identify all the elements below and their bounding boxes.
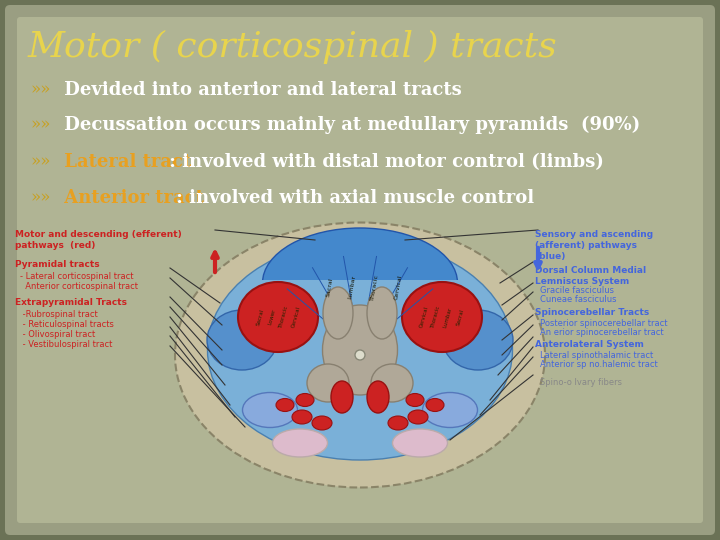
Text: »»: »» (30, 153, 50, 171)
Text: Spinocerebellar Tracts: Spinocerebellar Tracts (535, 308, 649, 317)
Text: Cervical: Cervical (291, 306, 301, 328)
Text: Thoracic: Thoracic (431, 305, 441, 329)
Text: Lumbar: Lumbar (348, 275, 356, 299)
Text: Pyramidal tracts: Pyramidal tracts (15, 260, 99, 269)
Text: Sacral: Sacral (455, 308, 464, 326)
Ellipse shape (443, 310, 513, 370)
Ellipse shape (263, 228, 457, 338)
Text: - Olivospiral tract: - Olivospiral tract (20, 330, 95, 339)
Text: Gracile fasciculus: Gracile fasciculus (540, 286, 614, 295)
Text: Devided into anterior and lateral tracts: Devided into anterior and lateral tracts (58, 81, 462, 99)
Text: Lateral spinothalamic tract: Lateral spinothalamic tract (540, 351, 653, 360)
Text: Cervical: Cervical (419, 306, 429, 328)
Text: Posterior spinocerebellar tract: Posterior spinocerebellar tract (540, 319, 667, 328)
Ellipse shape (408, 410, 428, 424)
Text: An erior spinocerebellar tract: An erior spinocerebellar tract (540, 328, 664, 337)
Text: : involved with distal motor control (limbs): : involved with distal motor control (li… (163, 153, 604, 171)
Text: »»: »» (30, 190, 50, 206)
Ellipse shape (238, 282, 318, 352)
Text: Sacral: Sacral (256, 308, 265, 326)
Ellipse shape (307, 364, 349, 402)
Text: Cuneae fasciculus: Cuneae fasciculus (540, 295, 616, 304)
Ellipse shape (367, 381, 389, 413)
Ellipse shape (426, 399, 444, 411)
Text: Decussation occurs mainly at medullary pyramids  (90%): Decussation occurs mainly at medullary p… (58, 116, 640, 134)
Text: Anterolateral System: Anterolateral System (535, 340, 644, 349)
Text: Sensory and ascending
(afferent) pathways
(blue): Sensory and ascending (afferent) pathway… (535, 230, 653, 261)
Ellipse shape (175, 222, 545, 488)
Ellipse shape (296, 394, 314, 407)
Text: Dorsal Column Medial
Lemniscus System: Dorsal Column Medial Lemniscus System (535, 266, 646, 286)
Text: Sacral: Sacral (326, 277, 334, 297)
Text: Anterior corticospinal tract: Anterior corticospinal tract (20, 282, 138, 291)
Text: - Vestibulospiral tract: - Vestibulospiral tract (20, 340, 112, 349)
FancyBboxPatch shape (5, 5, 715, 535)
Text: - Lateral corticospinal tract: - Lateral corticospinal tract (20, 272, 133, 281)
Text: Anterior tract: Anterior tract (58, 189, 204, 207)
FancyBboxPatch shape (17, 17, 703, 523)
Ellipse shape (392, 429, 448, 457)
Ellipse shape (423, 393, 477, 428)
Ellipse shape (371, 364, 413, 402)
Ellipse shape (331, 381, 353, 413)
Ellipse shape (323, 287, 353, 339)
Text: Lower: Lower (267, 308, 276, 326)
Ellipse shape (402, 282, 482, 352)
Text: -Rubrospinal tract: -Rubrospinal tract (20, 310, 98, 319)
Text: Lateral tract: Lateral tract (58, 153, 192, 171)
Ellipse shape (292, 410, 312, 424)
Text: »»: »» (30, 82, 50, 98)
Ellipse shape (312, 416, 332, 430)
Ellipse shape (388, 416, 408, 430)
Text: Cervical: Cervical (393, 274, 402, 300)
Circle shape (355, 350, 365, 360)
Ellipse shape (323, 305, 397, 395)
Ellipse shape (207, 240, 513, 460)
Text: - Reticulospinal tracts: - Reticulospinal tracts (20, 320, 114, 329)
Text: Anterior sp no.halemic tract: Anterior sp no.halemic tract (540, 360, 658, 369)
Ellipse shape (272, 429, 328, 457)
Text: »»: »» (30, 117, 50, 133)
Ellipse shape (367, 287, 397, 339)
Ellipse shape (207, 310, 277, 370)
Text: Thoracic: Thoracic (370, 273, 380, 301)
Ellipse shape (243, 393, 297, 428)
Text: : involved with axial muscle control: : involved with axial muscle control (171, 189, 535, 207)
Ellipse shape (276, 399, 294, 411)
Text: Thoracic: Thoracic (279, 305, 289, 329)
Text: Spino-o lvary fibers: Spino-o lvary fibers (540, 378, 622, 387)
Text: Extrapyramidal Tracts: Extrapyramidal Tracts (15, 298, 127, 307)
FancyBboxPatch shape (260, 280, 460, 345)
Text: Motor ( corticospinal ) tracts: Motor ( corticospinal ) tracts (28, 30, 557, 64)
Text: Motor and descending (efferent)
pathways  (red): Motor and descending (efferent) pathways… (15, 230, 181, 250)
Ellipse shape (406, 394, 424, 407)
Text: Lumbar: Lumbar (443, 306, 453, 328)
